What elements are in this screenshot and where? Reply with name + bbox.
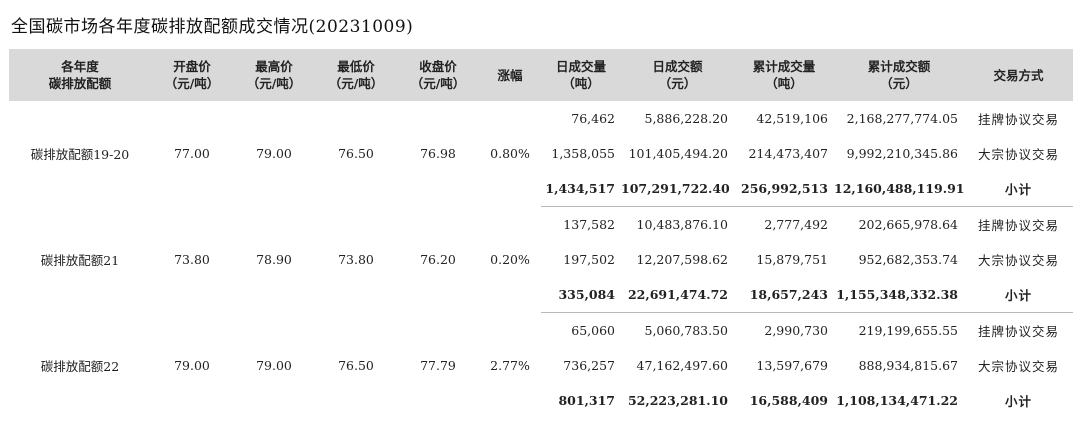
open-price-cell: 79.00 [174, 357, 210, 373]
trade-method-cell: 挂牌协议交易 [977, 112, 1059, 127]
cumulative-amount-cell: 9,992,210,345.86 [846, 146, 958, 161]
trade-method-cell: 小计 [964, 277, 1073, 313]
low-price-cell: 73.80 [338, 252, 374, 267]
table-row: 335,084 22,691,474.72 18,657,243 1,155,348,… [9, 277, 1073, 313]
cumulative-amount-cell: 219,199,655.55 [858, 323, 958, 338]
cumulative-amount-cell: 1,108,134,471.22 [836, 393, 958, 408]
header-change: 涨幅 [479, 49, 541, 101]
low-price-cell: 76.50 [338, 357, 374, 373]
header-close-price: 收盘价 （元/吨） [397, 49, 479, 101]
header-trade-method: 交易方式 [964, 49, 1073, 101]
page-title: 全国碳市场各年度碳排放配额成交情况(20231009) [11, 17, 414, 37]
header-cumulative-amount: 累计成交额 （元） [834, 49, 964, 101]
daily-volume-cell: 335,084 [541, 277, 621, 313]
daily-volume-cell: 137,582 [563, 217, 615, 232]
table-row: 1,434,517 107,291,722.40 256,992,513 12,160… [9, 171, 1073, 207]
daily-amount-cell: 22,691,474.72 [621, 277, 734, 313]
cumulative-volume-cell: 2,990,730 [764, 323, 828, 338]
cumulative-volume-cell: 16,588,409 [749, 393, 828, 408]
daily-volume-cell: 76,462 [571, 111, 615, 126]
open-price-cell: 73.80 [174, 252, 210, 267]
cumulative-volume-cell: 18,657,243 [734, 277, 834, 313]
cumulative-volume-cell: 15,879,751 [756, 252, 828, 267]
daily-amount-cell: 47,162,497.60 [636, 358, 728, 373]
table-row: 碳排放配额22 79.00 79.00 76.50 77.79 2.77% 65,060 5,… [9, 313, 1073, 374]
cumulative-amount-cell: 2,168,277,774.05 [846, 111, 958, 126]
header-daily-volume: 日成交量 （吨） [541, 49, 621, 101]
header-year-quota: 各年度 碳排放配额 [9, 49, 151, 101]
high-price-cell: 79.00 [256, 357, 292, 373]
daily-volume-cell: 801,317 [558, 393, 615, 408]
table-row: 碳排放配额19-20 77.00 79.00 76.50 76.98 0.80% 76,46… [9, 101, 1073, 162]
daily-amount-cell: 5,060,783.50 [644, 323, 729, 338]
cumulative-amount-cell: 12,160,488,119.91 [834, 171, 964, 207]
daily-volume-cell: 1,358,055 [551, 146, 615, 161]
table-row: 197,502 12,207,598.62 15,879,751 952,682,35… [9, 242, 1073, 277]
high-price-cell: 79.00 [256, 146, 292, 162]
trade-method-cell: 大宗协议交易 [977, 147, 1059, 162]
header-low-price: 最低价 （元/吨） [315, 49, 397, 101]
change-cell: 0.80% [490, 146, 530, 162]
change-cell: 2.77% [490, 357, 530, 373]
daily-amount-cell: 107,291,722.40 [621, 171, 734, 207]
quota-name-cell: 碳排放配额22 [40, 358, 120, 374]
header-cumulative-volume: 累计成交量 （吨） [734, 49, 834, 101]
table-row: 碳排放配额21 73.80 78.90 73.80 76.20 0.20% 137,582 1… [9, 207, 1073, 268]
trade-method-cell: 小计 [964, 171, 1073, 207]
cumulative-amount-cell: 202,665,978.64 [858, 217, 958, 232]
open-price-cell: 77.00 [174, 146, 210, 162]
daily-amount-cell: 12,207,598.62 [636, 252, 728, 267]
daily-amount-cell: 10,483,876.10 [636, 217, 728, 232]
daily-volume-cell: 65,060 [571, 323, 615, 338]
trade-method-cell: 大宗协议交易 [977, 359, 1059, 374]
cumulative-volume-cell: 214,473,407 [748, 146, 828, 161]
table-header-row: 各年度 碳排放配额 开盘价 （元/吨） 最高价 （元/吨） 最低价 （元/吨） 收盘价（… [9, 49, 1073, 101]
cumulative-amount-cell: 1,155,348,332.38 [834, 277, 964, 313]
trade-method-cell: 大宗协议交易 [977, 253, 1059, 268]
low-price-cell: 76.50 [338, 146, 374, 162]
table-row: 736,257 47,162,497.60 13,597,679 888,934,81… [9, 348, 1073, 383]
daily-amount-cell: 5,886,228.20 [644, 111, 729, 126]
close-price-cell: 76.20 [420, 252, 456, 267]
cumulative-volume-cell: 13,597,679 [756, 358, 828, 373]
daily-volume-cell: 1,434,517 [541, 171, 621, 207]
table-row: 1,358,055 101,405,494.20 214,473,407 9,992,… [9, 136, 1073, 171]
trade-method-cell: 挂牌协议交易 [977, 324, 1059, 339]
header-open-price: 开盘价 （元/吨） [151, 49, 233, 101]
cumulative-amount-cell: 888,934,815.67 [858, 358, 958, 373]
quota-name-cell: 碳排放配额19-20 [30, 147, 130, 163]
cumulative-volume-cell: 2,777,492 [764, 217, 828, 232]
close-price-cell: 77.79 [420, 357, 456, 373]
cumulative-volume-cell: 42,519,106 [756, 111, 828, 126]
cumulative-amount-cell: 952,682,353.74 [858, 252, 958, 267]
trade-method-cell: 小计 [1004, 394, 1032, 409]
header-daily-amount: 日成交额 （元） [621, 49, 734, 101]
carbon-quota-table: 各年度 碳排放配额 开盘价 （元/吨） 最高价 （元/吨） 最低价 （元/吨） 收盘价（… [9, 49, 1073, 418]
trade-method-cell: 挂牌协议交易 [977, 218, 1059, 233]
daily-amount-cell: 52,223,281.10 [627, 393, 728, 408]
quota-name-cell: 碳排放配额21 [40, 253, 120, 268]
change-cell: 0.20% [490, 252, 530, 267]
close-price-cell: 76.98 [420, 146, 456, 162]
table-row: 801,317 52,223,281.10 16,588,409 1,108,134,… [9, 383, 1073, 418]
high-price-cell: 78.90 [256, 252, 292, 267]
daily-amount-cell: 101,405,494.20 [628, 146, 728, 161]
daily-volume-cell: 736,257 [563, 358, 615, 373]
cumulative-volume-cell: 256,992,513 [734, 171, 834, 207]
daily-volume-cell: 197,502 [563, 252, 615, 267]
header-high-price: 最高价 （元/吨） [233, 49, 315, 101]
